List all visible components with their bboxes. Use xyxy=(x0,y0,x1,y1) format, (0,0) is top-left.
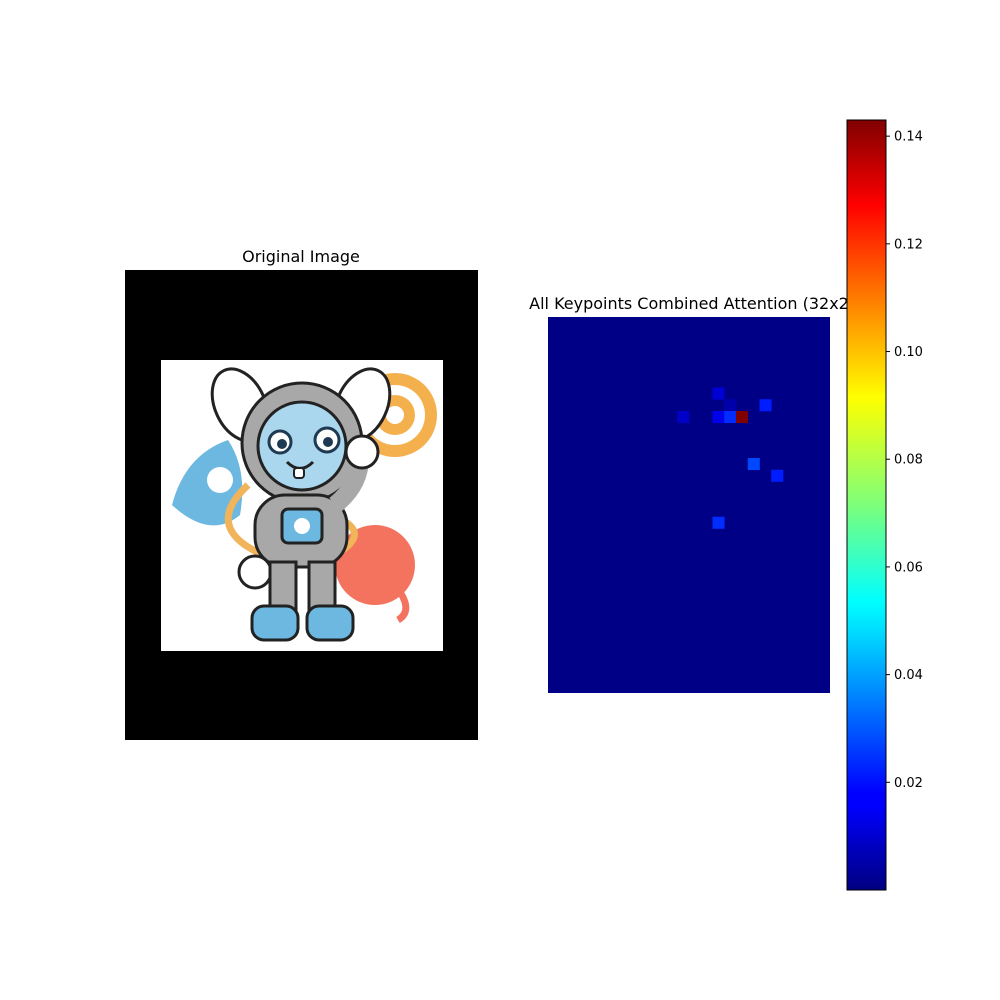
colorbar-gradient xyxy=(846,119,887,891)
colorbar-tick-label: 0.06 xyxy=(894,560,923,575)
heatmap-cell xyxy=(759,399,772,412)
astronaut-bunny-illustration xyxy=(172,367,437,642)
colorbar-tick-label: 0.14 xyxy=(894,130,923,145)
colorbar-tick-label: 0.08 xyxy=(894,453,923,468)
heatmap-cell xyxy=(736,411,749,424)
heatmap-cell xyxy=(747,458,760,471)
heatmap-grid xyxy=(548,317,830,693)
heatmap-cell xyxy=(724,399,737,412)
heatmap-cell xyxy=(712,387,725,400)
heatmap-background xyxy=(548,317,830,693)
heatmap-title: All Keypoints Combined Attention (32x2 xyxy=(529,294,849,313)
colorbar: 0.02 0.04 0.06 0.08 0.10 0.12 0.14 xyxy=(846,119,923,891)
heatmap-cell xyxy=(712,516,725,529)
original-image-panel: Original Image xyxy=(125,247,478,740)
heatmap-cell xyxy=(677,411,690,424)
colorbar-ticks: 0.02 0.04 0.06 0.08 0.10 0.12 0.14 xyxy=(886,130,923,791)
colorbar-tick-label: 0.12 xyxy=(894,237,923,252)
heatmap-cell xyxy=(724,411,737,424)
attention-heatmap-panel: All Keypoints Combined Attention (32x2 xyxy=(529,294,849,693)
heatmap-cell xyxy=(712,411,725,424)
colorbar-tick-label: 0.04 xyxy=(894,668,923,683)
heatmap-cell xyxy=(771,469,784,482)
colorbar-tick-label: 0.02 xyxy=(894,776,923,791)
colorbar-tick-label: 0.10 xyxy=(894,345,923,360)
original-image-title: Original Image xyxy=(242,247,360,266)
